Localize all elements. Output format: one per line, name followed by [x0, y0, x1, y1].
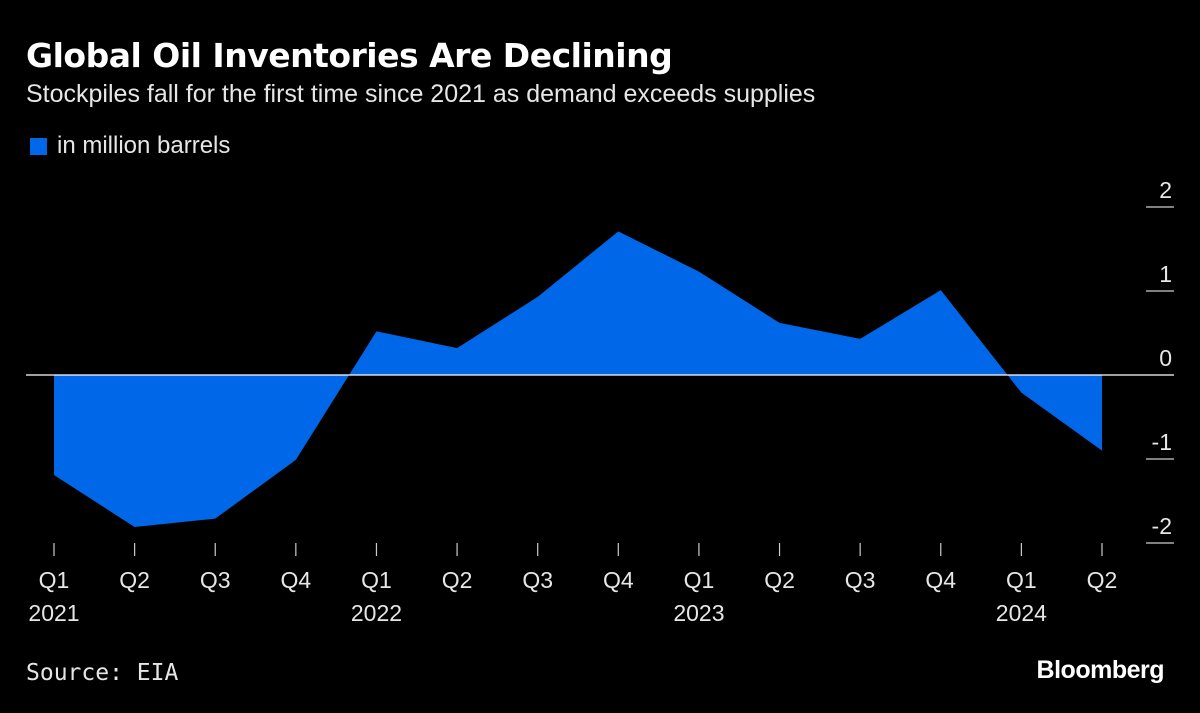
source-note: Source: EIA: [26, 660, 179, 686]
x-tick-label: Q2: [764, 567, 795, 593]
x-tick-label: Q3: [522, 567, 553, 593]
y-tick-label: 0: [1159, 345, 1172, 371]
x-year-label: 2022: [351, 600, 402, 626]
legend-label: in million barrels: [57, 132, 231, 159]
x-tick-label: Q1: [39, 567, 70, 593]
x-tick-label: Q1: [361, 567, 392, 593]
x-tick-label: Q4: [925, 567, 956, 593]
x-year-label: 2024: [996, 600, 1047, 626]
legend: in million barrels: [30, 132, 230, 160]
chart-title: Global Oil Inventories Are Declining: [26, 36, 673, 75]
legend-swatch: [30, 137, 47, 155]
area-series: [54, 231, 1102, 528]
y-tick-label: -1: [1152, 429, 1172, 455]
x-tick-label: Q1: [684, 567, 715, 593]
y-tick-label: 2: [1159, 177, 1172, 203]
x-tick-label: Q2: [1087, 567, 1118, 593]
x-tick-label: Q4: [603, 567, 634, 593]
x-tick-label: Q1: [1006, 567, 1037, 593]
bloomberg-logo: Bloomberg: [1036, 656, 1165, 684]
x-tick-label: Q2: [119, 567, 150, 593]
x-tick-label: Q3: [200, 567, 231, 593]
x-year-label: 2021: [28, 600, 79, 626]
x-year-label: 2023: [673, 600, 724, 626]
y-tick-label: 1: [1159, 261, 1172, 287]
x-tick-label: Q4: [281, 567, 312, 593]
x-tick-label: Q3: [845, 567, 876, 593]
chart-subtitle: Stockpiles fall for the first time since…: [26, 80, 816, 108]
x-tick-label: Q2: [442, 567, 473, 593]
y-tick-label: -2: [1152, 513, 1172, 539]
